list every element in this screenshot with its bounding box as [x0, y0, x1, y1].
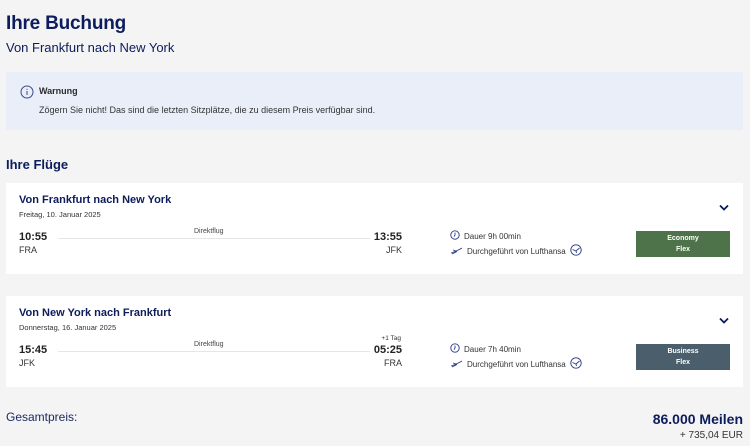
warning-banner: Warnung Zögern Sie nicht! Das sind die l…	[6, 72, 743, 130]
arrival-airport: JFK	[385, 245, 402, 255]
arrival-time: 13:55	[373, 231, 402, 243]
departure-time: 10:55	[19, 231, 48, 243]
fare-class: Economy	[667, 235, 699, 242]
departure-airport: JFK	[19, 358, 36, 368]
total-eur: + 735,04 EUR	[679, 430, 743, 441]
fare-type: Flex	[675, 246, 690, 253]
operator-text: Durchgeführt von Lufthansa	[467, 246, 566, 256]
fare-badge: Economy Flex	[636, 231, 730, 257]
departure-time: 15:45	[19, 344, 48, 356]
duration-row: Dauer 7h 40min	[450, 343, 521, 355]
page-subtitle: Von Frankfurt nach New York	[6, 40, 175, 55]
clock-icon	[450, 343, 460, 355]
clock-icon	[450, 230, 460, 242]
flight-card-return[interactable]: Von New York nach Frankfurt Donnerstag, …	[6, 296, 743, 387]
duration-row: Dauer 9h 00min	[450, 230, 521, 242]
total-price-label: Gesamtpreis:	[6, 410, 78, 424]
operator-text: Durchgeführt von Lufthansa	[467, 359, 566, 369]
duration-text: Dauer 9h 00min	[464, 231, 521, 241]
operator-row: Durchgeführt von Lufthansa	[450, 244, 582, 258]
operator-row: Durchgeführt von Lufthansa	[450, 357, 582, 371]
flight-route-title: Von New York nach Frankfurt	[19, 307, 172, 319]
lufthansa-logo-icon	[570, 357, 582, 371]
arrival-airport: FRA	[384, 358, 402, 368]
warning-text: Zögern Sie nicht! Das sind die letzten S…	[39, 105, 376, 115]
lufthansa-logo-icon	[570, 244, 582, 258]
arrival-time: 05:25	[373, 344, 402, 356]
fare-class: Business	[667, 348, 699, 355]
flight-date: Freitag, 10. Januar 2025	[19, 210, 101, 219]
route-line	[58, 351, 370, 352]
stop-type: Direktflug	[194, 341, 224, 348]
duration-text: Dauer 7h 40min	[464, 344, 521, 354]
airplane-icon	[450, 359, 463, 370]
airplane-icon	[450, 246, 463, 257]
fare-type: Flex	[675, 359, 690, 366]
total-miles: 86.000 Meilen	[652, 411, 743, 427]
warning-title: Warnung	[39, 86, 78, 96]
chevron-down-icon[interactable]	[718, 312, 730, 324]
info-icon	[20, 85, 34, 99]
flight-date: Donnerstag, 16. Januar 2025	[19, 323, 117, 332]
fare-badge: Business Flex	[636, 344, 730, 370]
day-offset: +1 Tag	[381, 335, 401, 342]
flight-route-title: Von Frankfurt nach New York	[19, 194, 172, 206]
stop-type: Direktflug	[194, 228, 224, 235]
page-title: Ihre Buchung	[6, 13, 127, 34]
chevron-down-icon[interactable]	[718, 199, 730, 211]
flights-section-title: Ihre Flüge	[6, 157, 69, 172]
departure-airport: FRA	[19, 245, 37, 255]
flight-card-outbound[interactable]: Von Frankfurt nach New York Freitag, 10.…	[6, 183, 743, 274]
route-line	[58, 238, 370, 239]
